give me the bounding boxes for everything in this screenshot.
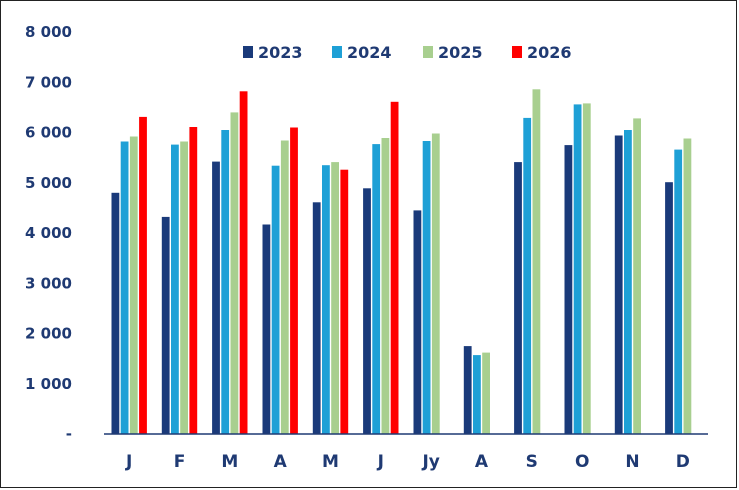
bar-2025-9 bbox=[582, 103, 591, 435]
x-tick-label: D bbox=[676, 452, 690, 472]
y-tick-label: 3 000 bbox=[25, 274, 72, 292]
bar-2023-8 bbox=[514, 162, 522, 434]
bar-2023-6 bbox=[413, 210, 422, 434]
bar-2023-11 bbox=[665, 182, 673, 434]
x-tick-label: M bbox=[322, 452, 339, 472]
x-tick-label: N bbox=[625, 452, 639, 472]
legend-label-2024: 2024 bbox=[347, 43, 392, 62]
bar-2024-10 bbox=[624, 130, 632, 434]
y-tick-label: - bbox=[66, 425, 72, 443]
bar-2023-1 bbox=[161, 216, 170, 434]
bar-2025-2 bbox=[230, 112, 239, 435]
bar-2024-3 bbox=[271, 165, 280, 434]
bar-2025-5 bbox=[381, 138, 390, 434]
bar-2025-8 bbox=[532, 89, 541, 435]
x-tick-label: F bbox=[174, 452, 186, 472]
bar-2024-5 bbox=[372, 144, 381, 434]
y-tick-label: 2 000 bbox=[25, 325, 72, 343]
x-tick-label: M bbox=[221, 452, 238, 472]
bar-2024-0 bbox=[120, 141, 129, 434]
bar-2025-3 bbox=[280, 140, 289, 434]
bar-2024-1 bbox=[171, 144, 179, 434]
bar-2026-5 bbox=[390, 101, 399, 435]
y-tick-label: 1 000 bbox=[25, 375, 72, 393]
bars bbox=[111, 89, 692, 435]
y-tick-label: 5 000 bbox=[25, 174, 72, 192]
x-tick-label: O bbox=[575, 452, 589, 472]
x-axis-labels: J F M A M J Jy A S O N D bbox=[125, 452, 690, 472]
bar-2025-7 bbox=[482, 352, 490, 434]
bar-2026-4 bbox=[340, 169, 349, 434]
legend-label-2026: 2026 bbox=[527, 43, 572, 62]
bar-2024-9 bbox=[573, 104, 582, 435]
x-tick-label: S bbox=[526, 452, 538, 472]
x-tick-label: J bbox=[125, 452, 132, 472]
legend-swatch-2025 bbox=[423, 46, 433, 58]
x-tick-label: A bbox=[274, 452, 288, 472]
bar-2024-11 bbox=[674, 149, 683, 434]
bar-2023-0 bbox=[111, 192, 120, 434]
y-tick-label: 6 000 bbox=[25, 124, 72, 142]
y-tick-label: 8 000 bbox=[25, 23, 72, 41]
bar-2024-8 bbox=[523, 117, 532, 435]
y-tick-label: 4 000 bbox=[25, 224, 72, 242]
bar-2025-4 bbox=[331, 162, 339, 434]
bar-2024-6 bbox=[422, 141, 431, 434]
bar-2023-5 bbox=[363, 188, 371, 434]
bar-2024-4 bbox=[322, 165, 330, 434]
bar-2023-9 bbox=[564, 145, 573, 434]
bar-2025-10 bbox=[633, 118, 641, 435]
x-tick-label: J bbox=[377, 452, 384, 472]
bar-2023-2 bbox=[212, 161, 220, 434]
bar-2025-1 bbox=[180, 141, 188, 434]
legend-swatch-2024 bbox=[332, 46, 342, 58]
bar-2023-3 bbox=[262, 224, 271, 434]
y-axis-ticks: - 1 000 2 000 3 000 4 000 5 000 6 000 7 000 8 00… bbox=[25, 23, 72, 443]
bar-2025-6 bbox=[431, 133, 440, 434]
bar-2023-10 bbox=[614, 135, 623, 434]
legend-label-2025: 2025 bbox=[438, 43, 483, 62]
legend-label-2023: 2023 bbox=[258, 43, 303, 62]
bar-2026-1 bbox=[189, 127, 198, 434]
bar-2026-2 bbox=[239, 91, 248, 435]
bar-2026-0 bbox=[139, 116, 147, 435]
bar-2026-3 bbox=[290, 127, 298, 434]
x-tick-label: A bbox=[475, 452, 489, 472]
y-tick-label: 7 000 bbox=[25, 73, 72, 91]
bar-2025-0 bbox=[129, 136, 138, 434]
legend: 2023 2024 2025 2026 bbox=[243, 43, 572, 62]
x-tick-label: Jy bbox=[421, 452, 439, 472]
bar-2025-11 bbox=[683, 138, 692, 434]
bar-2024-7 bbox=[473, 355, 481, 434]
legend-swatch-2023 bbox=[243, 46, 253, 58]
legend-swatch-2026 bbox=[512, 46, 522, 58]
bar-2024-2 bbox=[221, 130, 230, 434]
bar-2023-4 bbox=[312, 202, 321, 434]
bar-2023-7 bbox=[463, 346, 472, 434]
